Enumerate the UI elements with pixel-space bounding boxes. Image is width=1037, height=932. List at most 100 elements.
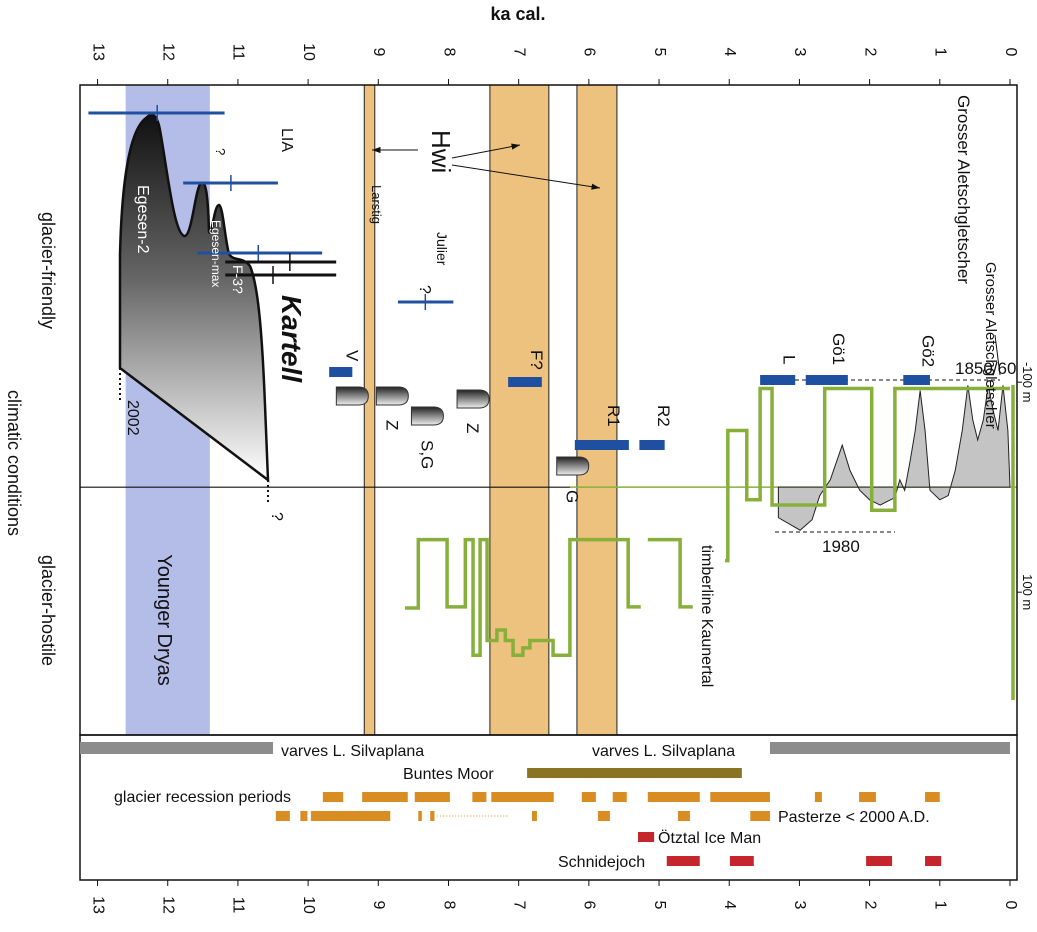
chart: ka cal. Grosser Aletschgletscher timberli… xyxy=(0,0,1037,927)
annotation: 1850/60 xyxy=(955,359,1016,378)
record-bar xyxy=(815,792,822,802)
hwi-band xyxy=(364,85,375,735)
x-tick-label: 1 xyxy=(932,901,949,910)
annotation: Egesen-2 xyxy=(134,185,151,254)
x-tick-label: 8 xyxy=(440,901,457,910)
annotation: ? xyxy=(268,512,285,521)
x-tick-label: 1 xyxy=(932,48,949,57)
record-bar xyxy=(613,792,627,802)
age-bar xyxy=(903,375,930,385)
age-label: Gö2 xyxy=(919,335,938,367)
x-tick-label: 8 xyxy=(440,48,457,57)
x-tick-label: 4 xyxy=(721,48,738,57)
record-bar xyxy=(770,742,1010,754)
annotation: F-3? xyxy=(230,265,246,294)
record-bar xyxy=(323,792,343,802)
hwi-label: Hwi xyxy=(426,130,456,173)
boulder xyxy=(376,387,408,405)
age-label: Gö1 xyxy=(829,333,848,365)
x-tick-label: 9 xyxy=(370,901,387,910)
boulder xyxy=(557,457,589,475)
age-bar xyxy=(806,375,848,385)
y-tick-label: 100 m xyxy=(1020,574,1035,610)
x-tick-label: 0 xyxy=(1002,901,1019,910)
x-tick-label: 3 xyxy=(791,901,808,910)
record-bar xyxy=(527,768,742,778)
record-bar xyxy=(415,792,450,802)
x-tick-label: 5 xyxy=(651,48,668,57)
boulder xyxy=(411,407,443,425)
annotation: Kartell xyxy=(276,295,307,383)
record-label: Ötztal Ice Man xyxy=(658,829,761,847)
x-tick-label: 4 xyxy=(721,901,738,910)
boulder-label: Z xyxy=(463,423,482,433)
record-bar xyxy=(598,811,610,821)
record-bar xyxy=(311,811,390,821)
record-bar xyxy=(80,742,273,754)
annotation: ? xyxy=(213,148,228,155)
record-bar xyxy=(925,856,941,866)
record-label: Schnidejoch xyxy=(558,854,645,871)
record-bar xyxy=(362,792,408,802)
series-label: Grosser Aletschgletscher xyxy=(954,95,973,284)
x-tick-label: 9 xyxy=(370,48,387,57)
age-label: R2 xyxy=(654,405,673,427)
record-bar xyxy=(667,856,700,866)
y-tick-label: -100 m xyxy=(1020,362,1035,402)
x-tick-label: 13 xyxy=(89,896,106,914)
hwi-band xyxy=(490,85,549,735)
age-bar xyxy=(508,377,542,387)
record-bar xyxy=(730,856,754,866)
annotation: Larstig xyxy=(369,185,384,224)
record-bar xyxy=(532,811,537,821)
x-tick-label: 7 xyxy=(510,901,527,910)
record-bar xyxy=(300,811,307,821)
boulder-label: Z xyxy=(382,420,401,430)
age-label: R1 xyxy=(604,405,623,427)
y-axis-title: climatic conditions xyxy=(4,390,24,536)
x-tick-label: 12 xyxy=(159,896,176,914)
x-tick-label: 13 xyxy=(89,43,106,61)
x-tick-label: 2 xyxy=(861,48,878,57)
age-bar xyxy=(575,440,629,450)
x-tick-label: 6 xyxy=(581,901,598,910)
x-tick-label: 10 xyxy=(300,43,317,61)
age-label: F? xyxy=(527,350,546,370)
record-bar xyxy=(582,792,596,802)
age-bar xyxy=(760,375,795,385)
age-label: L xyxy=(780,355,799,364)
record-bar xyxy=(472,792,486,802)
age-bar xyxy=(639,440,664,450)
record-bar xyxy=(866,856,892,866)
y-label-bottom: glacier-hostile xyxy=(38,555,58,666)
x-tick-label: 10 xyxy=(300,896,317,914)
record-bar xyxy=(648,792,700,802)
record-bar xyxy=(276,811,290,821)
annotation: Julier xyxy=(434,232,450,266)
record-label: Pasterze < 2000 A.D. xyxy=(778,809,930,826)
record-label: varves L. Silvaplana xyxy=(592,743,735,760)
x-tick-label: 0 xyxy=(1002,48,1019,57)
annotation: Egesen-max xyxy=(209,220,223,287)
x-tick-label: 5 xyxy=(651,901,668,910)
annotation: 2002 xyxy=(124,400,141,436)
record-label: glacier recession periods xyxy=(114,789,291,806)
record-bar xyxy=(491,792,553,802)
record-label: varves L. Silvaplana xyxy=(281,743,424,760)
x-tick-label: 2 xyxy=(861,901,878,910)
series-label: timberline Kaunertal xyxy=(698,545,715,687)
x-axis-title: ka cal. xyxy=(490,4,545,24)
annotation: 1980 xyxy=(822,537,860,556)
x-tick-label: 11 xyxy=(230,897,247,914)
y-label-top: glacier-friendly xyxy=(38,212,58,329)
record-bar xyxy=(925,792,940,802)
record-bar xyxy=(418,811,422,821)
record-bar xyxy=(710,792,770,802)
record-bar xyxy=(859,792,876,802)
boulder-label: G xyxy=(563,490,582,503)
x-tick-label: 3 xyxy=(791,48,808,57)
record-bar xyxy=(678,811,690,821)
younger-dryas-label: Younger Dryas xyxy=(153,554,175,686)
record-label: Buntes Moor xyxy=(403,766,494,783)
age-label: V xyxy=(343,350,362,362)
